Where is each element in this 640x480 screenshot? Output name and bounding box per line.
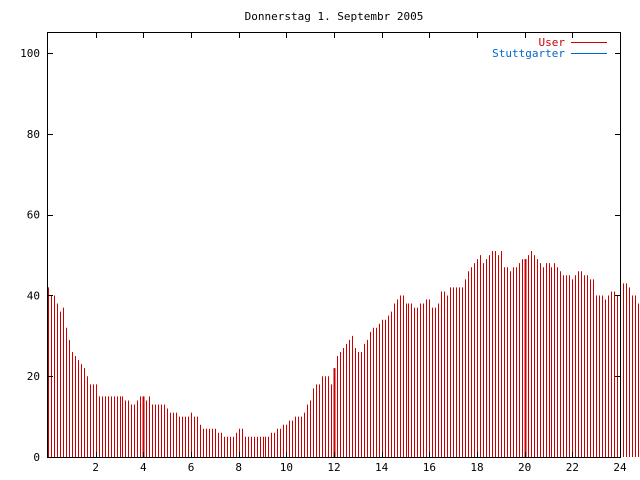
x-tick-label: 22 [566,461,579,474]
x-tick-label: 10 [280,461,293,474]
x-tick-label: 18 [470,461,483,474]
chart-title: Donnerstag 1. Septembr 2005 [245,10,424,23]
y-tick-label: 60 [27,209,40,222]
legend-label-user: User [539,36,566,49]
legend-label-stuttgarter: Stuttgarter [492,47,565,60]
y-tick-label: 80 [27,128,40,141]
x-tick-label: 12 [327,461,340,474]
x-tick-label: 16 [423,461,436,474]
legend-entry-user: User [539,36,607,49]
x-tick-label: 2 [92,461,99,474]
x-tick-label: 6 [188,461,195,474]
legend-entry-stuttgarter: Stuttgarter [492,47,607,60]
y-tick-label: 20 [27,370,40,383]
y-tick-label: 0 [33,451,40,464]
plot-frame [47,32,621,458]
legend: User Stuttgarter [492,36,607,60]
x-tick-label: 20 [518,461,531,474]
x-tick-label: 4 [140,461,147,474]
x-tick-label: 24 [613,461,627,474]
y-tick-label: 40 [27,289,40,302]
bars-layer [48,251,639,457]
x-tick-label: 8 [235,461,242,474]
x-tick-label: 14 [375,461,389,474]
y-tick-label: 100 [20,47,40,60]
